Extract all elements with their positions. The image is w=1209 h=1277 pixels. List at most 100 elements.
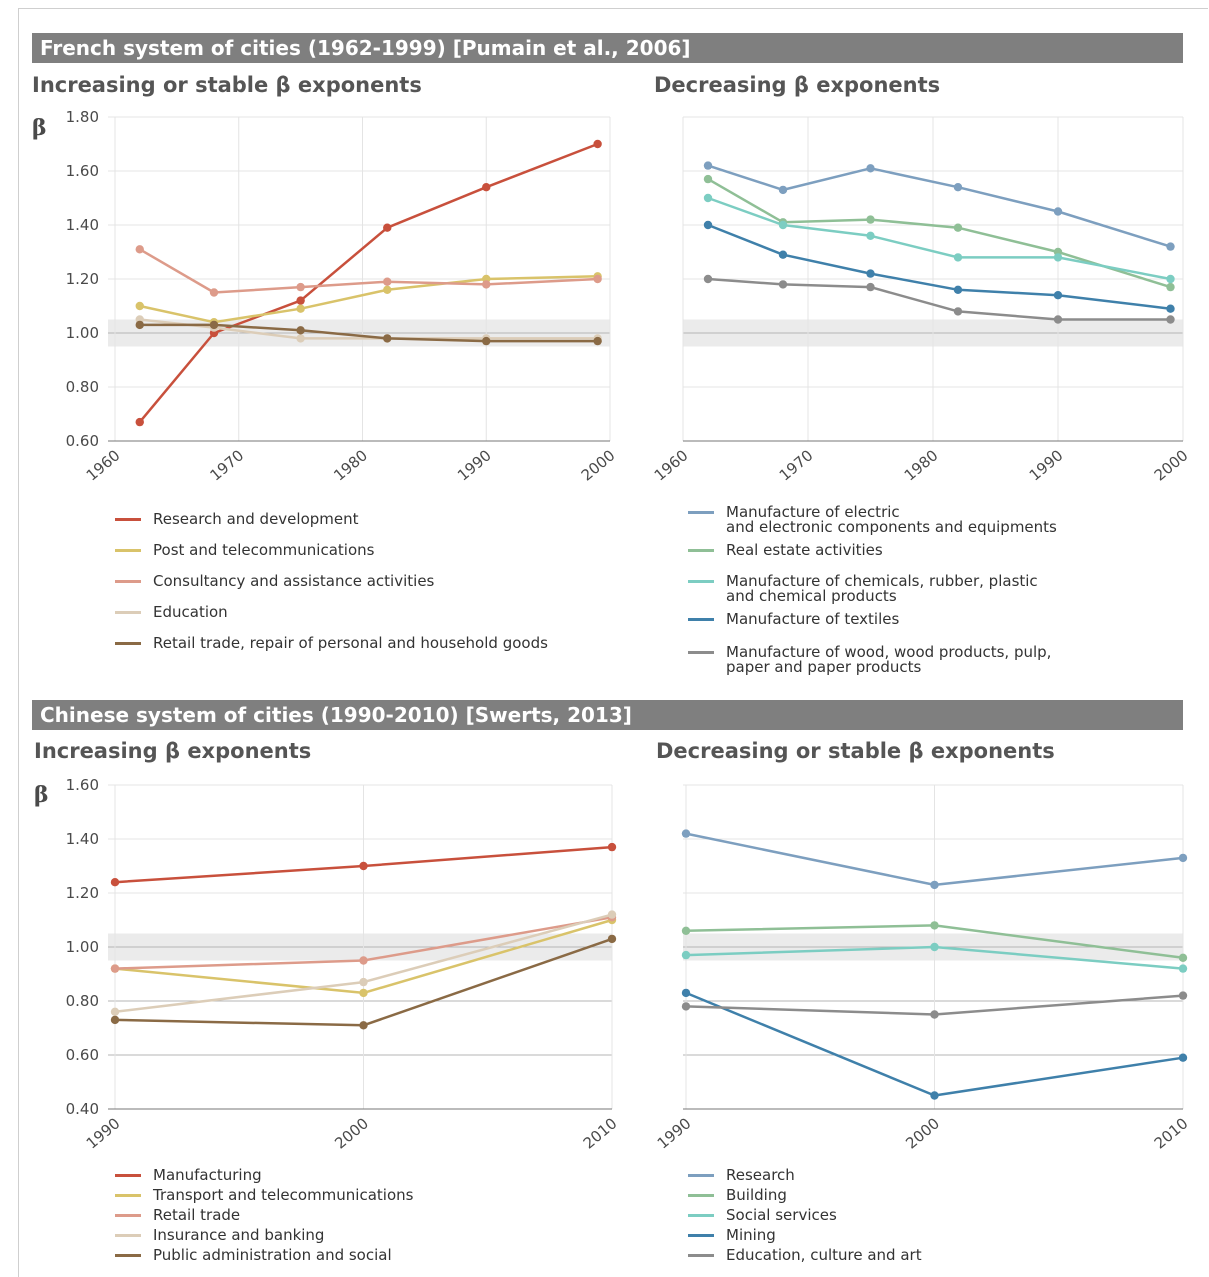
y-tick-label: 0.60 [66,432,99,450]
data-point [607,842,617,852]
data-point [778,220,788,230]
data-point [778,280,788,289]
data-point [135,320,144,330]
cn-right-subtitle: Decreasing or stable β exponents [656,739,1055,763]
y-tick-label: 0.40 [66,1100,99,1118]
x-tick-label: 2010 [1151,1114,1192,1152]
data-point [296,304,305,313]
data-point [930,921,939,930]
fr-left-subtitle: Increasing or stable β exponents [32,73,422,97]
data-point [383,223,392,232]
legend-swatch [115,642,141,645]
data-point [110,964,120,973]
data-point [1053,291,1063,300]
data-point [135,301,144,311]
data-point [110,1015,120,1025]
data-point [1053,315,1063,324]
data-point [930,1010,939,1019]
x-tick-label: 1990 [654,1114,695,1152]
y-tick-label: 0.60 [66,1046,99,1064]
data-point [703,193,713,203]
data-point [1178,964,1188,973]
figure-frame [18,8,1208,1277]
data-point [296,296,305,305]
legend-label: Post and telecommunications [153,541,375,559]
legend-label: Transport and telecommunications [153,1186,414,1204]
y-tick-label: 1.00 [66,324,99,342]
legend-label: Retail trade [153,1206,241,1224]
data-point [1166,304,1175,313]
data-point [359,977,368,987]
data-point [359,861,368,871]
data-point [593,274,602,284]
data-point [1053,207,1063,216]
legend-label: Consultancy and assistance activities [153,572,435,590]
legend-label: Education, culture and art [726,1246,922,1264]
legend-label: Manufacture of wood, wood products, pulp… [726,643,1052,676]
data-point [953,183,963,192]
y-axis-label: β [32,115,47,141]
data-point [110,1007,120,1016]
y-tick-label: 1.20 [66,270,99,288]
y-tick-label: 1.20 [66,884,99,902]
data-point [1166,282,1175,292]
data-point [593,139,602,149]
y-axis-label: β [34,782,49,808]
y-tick-label: 1.40 [66,216,99,234]
legend-swatch [688,511,714,514]
data-point [866,215,875,224]
legend-label: Mining [726,1226,776,1244]
data-point [866,231,875,240]
legend-label: Manufacturing [153,1166,262,1184]
data-point [1178,1053,1188,1062]
data-point [1166,274,1175,284]
series-line [707,223,1171,310]
y-tick-label: 0.80 [66,378,99,396]
legend-label: Manufacture of electric and electronic c… [726,503,1057,536]
data-point [482,336,491,346]
data-point [1178,991,1188,1000]
data-point [1166,242,1175,251]
legend-swatch [688,651,714,654]
series-line [707,196,1171,281]
x-tick-label: 2000 [902,1114,943,1152]
data-point [681,988,691,998]
data-point [866,282,875,292]
data-point [778,250,788,259]
legend-swatch [115,1254,141,1257]
data-point [930,880,939,890]
legend-swatch [688,549,714,552]
data-point [930,1091,939,1100]
data-point [607,934,617,944]
data-point [383,285,392,294]
series-line [707,178,1171,289]
data-point [482,183,491,192]
data-point [593,336,602,346]
legend-swatch [115,611,141,614]
data-point [383,334,392,343]
series-line [139,275,598,324]
legend-label: Manufacture of textiles [726,610,900,628]
legend-label: Public administration and social [153,1246,392,1264]
data-point [359,956,368,965]
y-tick-label: 1.60 [66,162,99,180]
legend-swatch [688,1214,714,1217]
legend-swatch [688,1254,714,1257]
data-point [209,288,219,297]
legend-label: Retail trade, repair of personal and hou… [153,634,548,652]
legend-swatch [115,1174,141,1177]
y-tick-label: 1.00 [66,938,99,956]
cn-left-subtitle: Increasing β exponents [34,739,312,763]
fr-right-subtitle: Decreasing β exponents [654,73,941,97]
legend-label: Social services [726,1206,837,1224]
data-point [607,910,617,919]
data-point [681,926,691,935]
data-point [953,223,963,232]
series-line [707,277,1171,321]
legend-label: Insurance and banking [153,1226,325,1244]
data-point [135,245,144,254]
legend-swatch [115,1234,141,1237]
data-point [953,307,963,316]
data-point [110,878,120,887]
